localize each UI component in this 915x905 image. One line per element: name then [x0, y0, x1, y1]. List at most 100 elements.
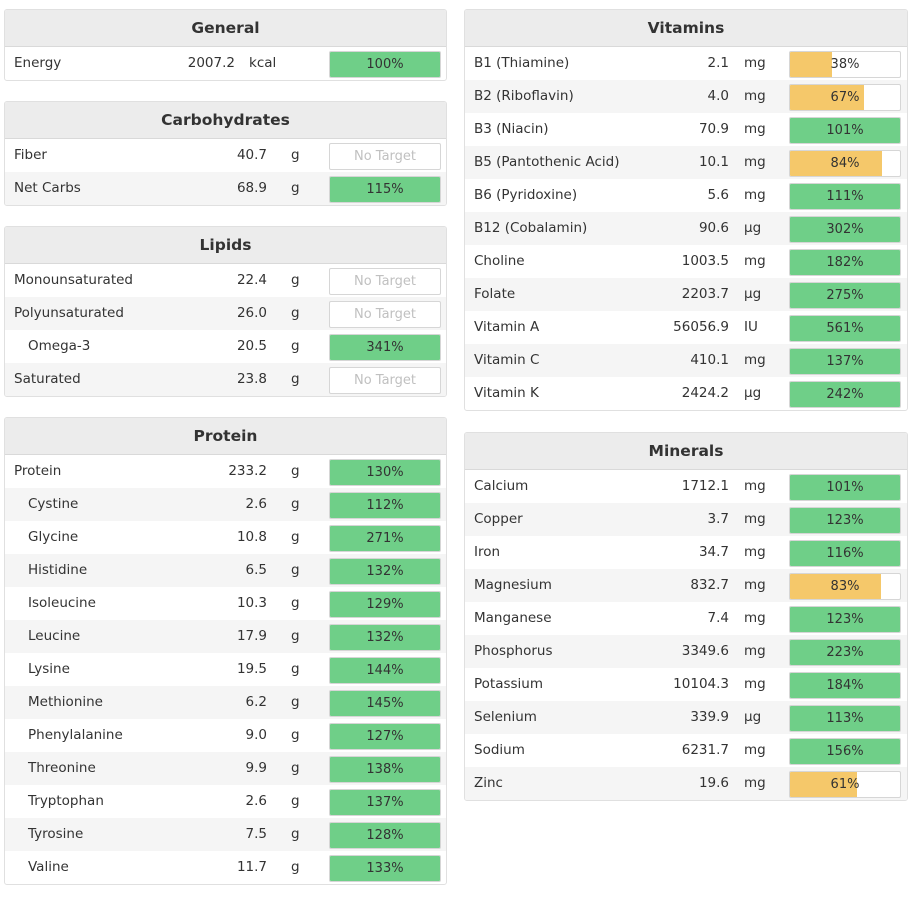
- nutrient-row-sodium[interactable]: Sodium 6231.7 mg 156%: [465, 734, 907, 767]
- nutrient-row-b12-cobalamin[interactable]: B12 (Cobalamin) 90.6 µg 302%: [465, 212, 907, 245]
- nutrient-name: Calcium: [474, 478, 529, 494]
- target-progress-bar: 137%: [789, 348, 901, 375]
- nutrient-row-valine[interactable]: Valine 11.7 g 133%: [5, 851, 446, 884]
- nutrient-name: Phenylalanine: [28, 727, 123, 743]
- nutrient-row-tryptophan[interactable]: Tryptophan 2.6 g 137%: [5, 785, 446, 818]
- nutrient-amount: 2424.2: [681, 385, 729, 401]
- nutrient-row-protein[interactable]: Protein 233.2 g 130%: [5, 455, 446, 488]
- nutrient-row-zinc[interactable]: Zinc 19.6 mg 61%: [465, 767, 907, 800]
- nutrient-row-leucine[interactable]: Leucine 17.9 g 132%: [5, 620, 446, 653]
- nutrient-unit: mg: [744, 643, 766, 659]
- nutrient-unit: mg: [744, 676, 766, 692]
- nutrient-row-potassium[interactable]: Potassium 10104.3 mg 184%: [465, 668, 907, 701]
- progress-fill: [330, 493, 440, 518]
- target-progress-bar: 156%: [789, 738, 901, 765]
- progress-fill: [790, 508, 900, 533]
- target-progress-bar: 132%: [329, 558, 441, 585]
- nutrient-row-phosphorus[interactable]: Phosphorus 3349.6 mg 223%: [465, 635, 907, 668]
- nutrient-name: Valine: [28, 859, 69, 875]
- nutrient-row-lysine[interactable]: Lysine 19.5 g 144%: [5, 653, 446, 686]
- progress-fill: [330, 559, 440, 584]
- progress-fill: [790, 283, 900, 308]
- nutrient-name: Threonine: [28, 760, 96, 776]
- nutrient-name: B1 (Thiamine): [474, 55, 570, 71]
- nutrient-row-choline[interactable]: Choline 1003.5 mg 182%: [465, 245, 907, 278]
- nutrient-row-histidine[interactable]: Histidine 6.5 g 132%: [5, 554, 446, 587]
- nutrient-unit: µg: [744, 385, 762, 401]
- nutrient-row-vitamin-a[interactable]: Vitamin A 56056.9 IU 561%: [465, 311, 907, 344]
- nutrient-row-b1-thiamine[interactable]: B1 (Thiamine) 2.1 mg 38%: [465, 47, 907, 80]
- nutrient-row-selenium[interactable]: Selenium 339.9 µg 113%: [465, 701, 907, 734]
- progress-fill: [790, 541, 900, 566]
- nutrient-name: Saturated: [14, 371, 81, 387]
- target-progress-bar: 137%: [329, 789, 441, 816]
- progress-label: 271%: [366, 531, 404, 546]
- nutrient-amount: 10.8: [236, 529, 267, 545]
- nutrient-row-energy[interactable]: Energy 2007.2 kcal 100%: [5, 47, 446, 80]
- nutrient-row-folate[interactable]: Folate 2203.7 µg 275%: [465, 278, 907, 311]
- target-progress-bar: 115%: [329, 176, 441, 203]
- target-progress-bar: 123%: [789, 606, 901, 633]
- nutrient-unit: g: [291, 859, 300, 875]
- nutrient-row-copper[interactable]: Copper 3.7 mg 123%: [465, 503, 907, 536]
- progress-fill: [330, 658, 440, 683]
- nutrient-unit: mg: [744, 154, 766, 170]
- progress-label: 132%: [366, 630, 404, 645]
- nutrient-row-vitamin-c[interactable]: Vitamin C 410.1 mg 137%: [465, 344, 907, 377]
- nutrient-row-tyrosine[interactable]: Tyrosine 7.5 g 128%: [5, 818, 446, 851]
- left-column: General Energy 2007.2 kcal 100% Carbohydrates…: [4, 9, 447, 905]
- progress-label: No Target: [353, 149, 417, 164]
- nutrient-name: Monounsaturated: [14, 272, 133, 288]
- progress-fill: [790, 151, 883, 176]
- nutrient-row-methionine[interactable]: Methionine 6.2 g 145%: [5, 686, 446, 719]
- nutrient-amount: 1003.5: [681, 253, 729, 269]
- nutrient-amount: 339.9: [690, 709, 729, 725]
- nutrient-row-b6-pyridoxine[interactable]: B6 (Pyridoxine) 5.6 mg 111%: [465, 179, 907, 212]
- progress-label: 156%: [826, 744, 864, 759]
- progress-fill: [790, 640, 900, 665]
- target-progress-bar: 38%: [789, 51, 901, 78]
- nutrient-row-glycine[interactable]: Glycine 10.8 g 271%: [5, 521, 446, 554]
- nutrient-row-monounsaturated[interactable]: Monounsaturated 22.4 g No Target: [5, 264, 446, 297]
- nutrient-name: Sodium: [474, 742, 525, 758]
- nutrient-row-b2-riboflavin[interactable]: B2 (Riboflavin) 4.0 mg 67%: [465, 80, 907, 113]
- progress-label: 133%: [366, 861, 404, 876]
- progress-fill: [330, 335, 440, 360]
- nutrient-row-fiber[interactable]: Fiber 40.7 g No Target: [5, 139, 446, 172]
- nutrient-row-manganese[interactable]: Manganese 7.4 mg 123%: [465, 602, 907, 635]
- nutrient-name: B12 (Cobalamin): [474, 220, 588, 236]
- target-progress-bar: 123%: [789, 507, 901, 534]
- target-progress-bar: 302%: [789, 216, 901, 243]
- nutrient-row-omega-3[interactable]: Omega-3 20.5 g 341%: [5, 330, 446, 363]
- nutrient-row-vitamin-k[interactable]: Vitamin K 2424.2 µg 242%: [465, 377, 907, 410]
- nutrient-row-b3-niacin[interactable]: B3 (Niacin) 70.9 mg 101%: [465, 113, 907, 146]
- nutrient-row-calcium[interactable]: Calcium 1712.1 mg 101%: [465, 470, 907, 503]
- nutrient-row-phenylalanine[interactable]: Phenylalanine 9.0 g 127%: [5, 719, 446, 752]
- nutrient-row-threonine[interactable]: Threonine 9.9 g 138%: [5, 752, 446, 785]
- progress-label: 115%: [366, 182, 404, 197]
- nutrient-amount: 10.3: [236, 595, 267, 611]
- progress-label: 129%: [366, 597, 404, 612]
- nutrient-row-iron[interactable]: Iron 34.7 mg 116%: [465, 536, 907, 569]
- progress-label: 128%: [366, 828, 404, 843]
- progress-fill: [330, 526, 440, 551]
- nutrient-row-magnesium[interactable]: Magnesium 832.7 mg 83%: [465, 569, 907, 602]
- nutrient-list: Calcium 1712.1 mg 101% Copper 3.7 mg 123% Iron 34…: [465, 470, 907, 800]
- nutrient-row-saturated[interactable]: Saturated 23.8 g No Target: [5, 363, 446, 396]
- nutrient-name: Polyunsaturated: [14, 305, 124, 321]
- nutrient-row-isoleucine[interactable]: Isoleucine 10.3 g 129%: [5, 587, 446, 620]
- nutrient-row-b5-pantothenic-acid[interactable]: B5 (Pantothenic Acid) 10.1 mg 84%: [465, 146, 907, 179]
- nutrient-unit: mg: [744, 544, 766, 560]
- progress-fill: [790, 772, 858, 797]
- progress-fill: [790, 739, 900, 764]
- nutrient-row-polyunsaturated[interactable]: Polyunsaturated 26.0 g No Target: [5, 297, 446, 330]
- nutrient-amount: 10.1: [698, 154, 729, 170]
- progress-label: 100%: [366, 57, 404, 72]
- nutrient-unit: mg: [744, 187, 766, 203]
- nutrient-row-net-carbs[interactable]: Net Carbs 68.9 g 115%: [5, 172, 446, 205]
- panel-lipids: Lipids Monounsaturated 22.4 g No Target Polyu…: [4, 226, 447, 397]
- nutrient-amount: 19.5: [236, 661, 267, 677]
- nutrient-row-cystine[interactable]: Cystine 2.6 g 112%: [5, 488, 446, 521]
- progress-fill: [790, 52, 832, 77]
- nutrient-name: Tryptophan: [28, 793, 104, 809]
